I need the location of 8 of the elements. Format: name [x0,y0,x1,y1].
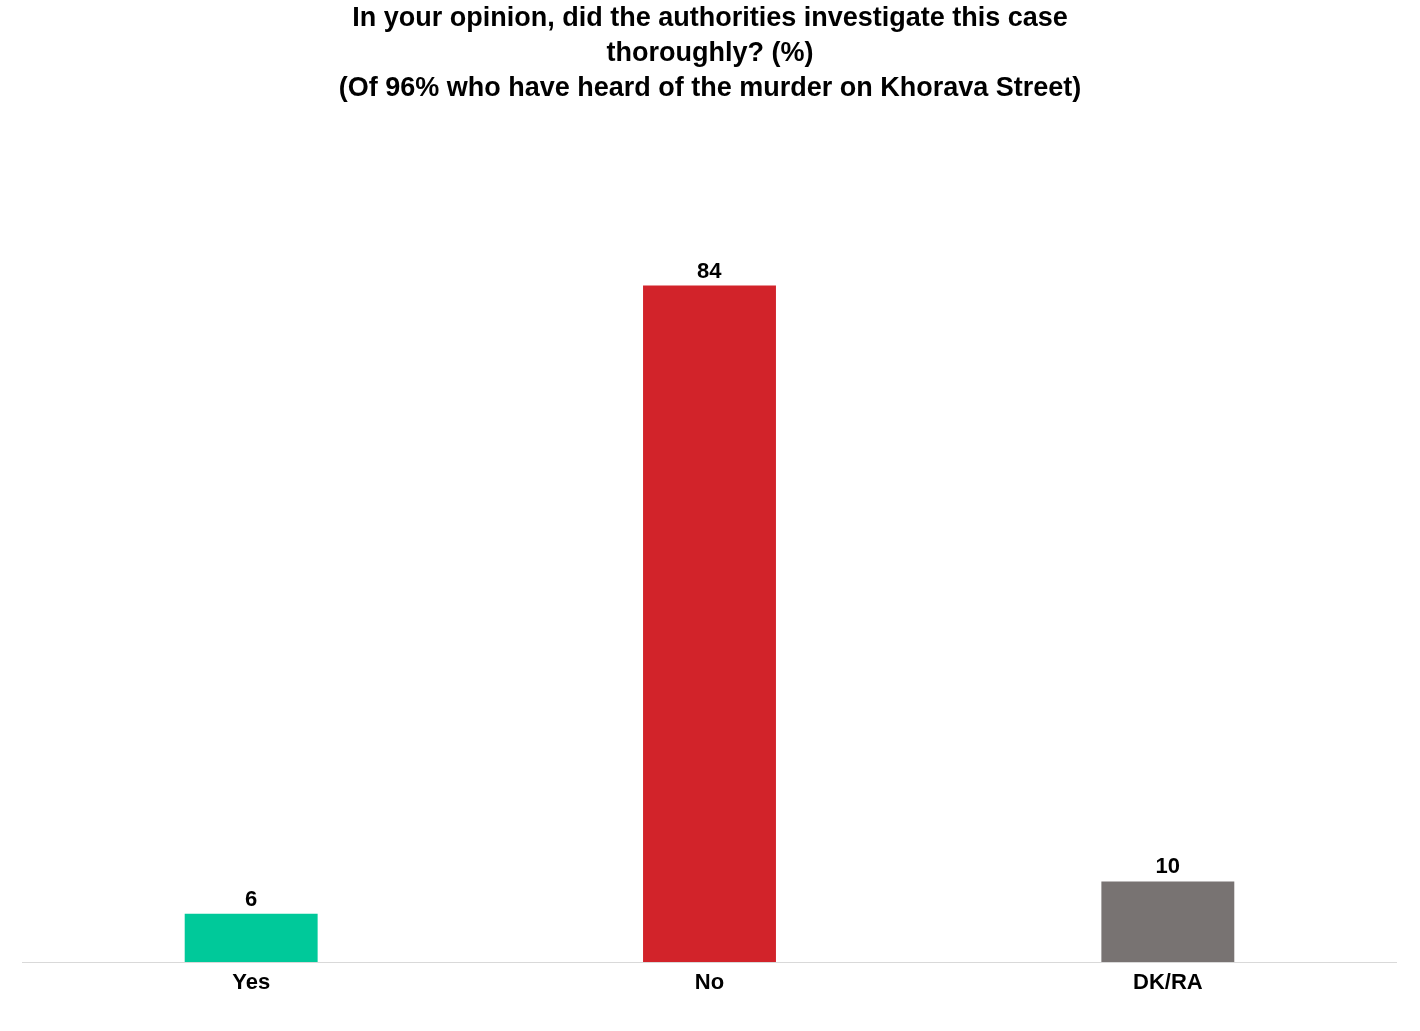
chart-subtitle: (Of 96% who have heard of the murder on Khorava Street) [338,71,1082,102]
x-tick-label: No [694,969,725,995]
data-label: 6 [245,885,258,911]
x-tick-label: Yes [232,969,271,995]
data-label: 10 [1155,853,1181,879]
data-label: 84 [696,257,723,283]
x-tick-label: DK/RA [1132,969,1203,995]
chart-title: In your opinion, did the authorities investigate this case thoroughly? (%) [352,1,1068,67]
